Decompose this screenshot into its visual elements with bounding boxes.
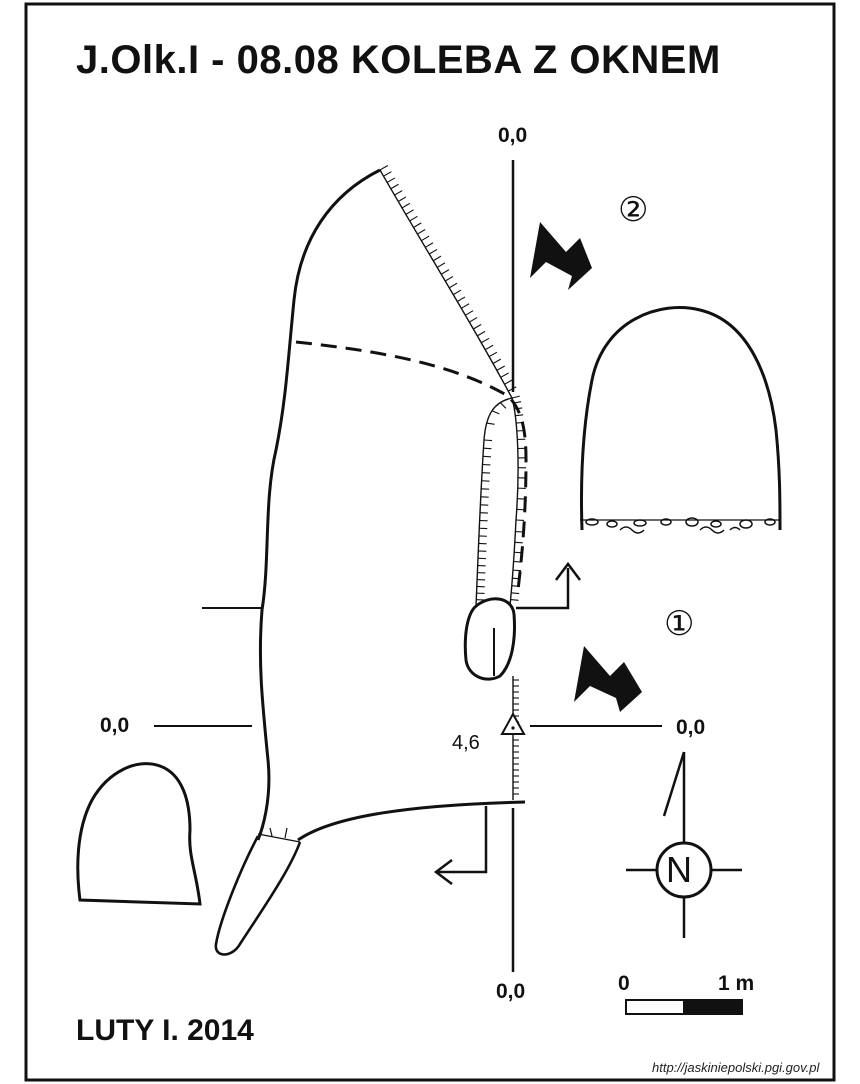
north-arrow [626,751,742,938]
datum-label-bottom: 0,0 [496,980,526,1003]
overhang-slope [379,165,517,399]
scale-bar [625,999,743,1015]
cave-bottom-wall [297,800,526,842]
passage-tick-b [284,827,288,839]
scale-start-label: 0 [618,972,630,995]
height-mark: 4,6 [452,732,480,754]
cross-section-2-rubble [585,517,776,534]
cross-section-1 [76,762,202,906]
view-arrow-1-icon [574,646,642,712]
section-2-arrowhead [433,859,453,885]
cave-lower-passage [214,835,302,956]
passage-threshold [257,833,301,843]
source-link[interactable]: http://jaskiniepolski.pgi.gov.pl [652,1060,820,1075]
view-arrow-2-icon [530,222,592,290]
section-marker-2: ② [618,190,649,230]
side-passage [475,395,527,607]
author-date: LUTY I. 2014 [76,1014,254,1047]
section-1-arrow [516,568,570,610]
datum-label-left: 0,0 [100,714,130,737]
survey-station-dot [511,726,515,730]
axis-floor-ticks [512,676,519,800]
datum-label-right: 0,0 [676,716,706,739]
section-2-arrow [438,806,488,874]
passage-tick-a [269,827,273,837]
map-border [24,2,836,1082]
dripline-dashed [295,340,528,591]
cave-plan-outline [256,168,381,841]
rock-pillar [463,597,516,681]
datum-label-top: 0,0 [498,124,528,147]
scale-end-label: 1 m [718,972,755,995]
section-1-arrowhead [555,561,581,581]
cross-section-2 [579,306,782,531]
map-title: J.Olk.I - 08.08 KOLEBA Z OKNEM [76,38,721,82]
section-marker-1: ① [664,604,695,644]
survey-station-icon [500,711,526,735]
north-label: N [666,849,692,890]
